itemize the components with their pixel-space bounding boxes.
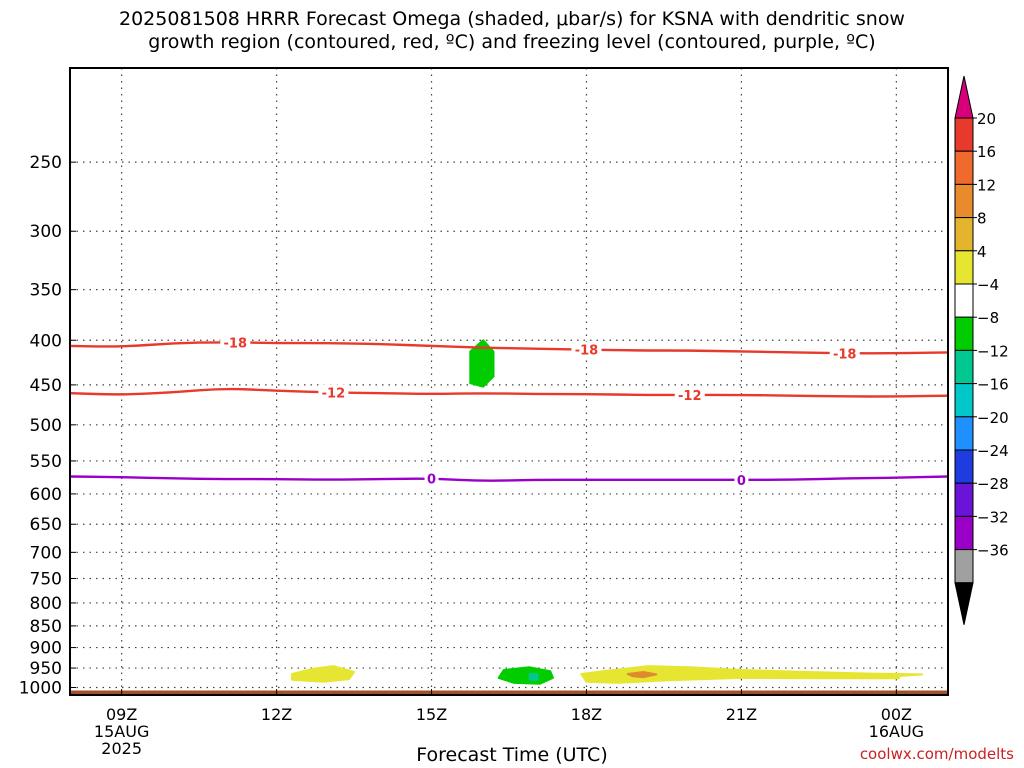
- y-axis: 2503003504004505005506006507007508008509…: [19, 153, 76, 698]
- colorbar-segment: [954, 383, 974, 418]
- y-tick-label: 450: [30, 376, 62, 396]
- colorbar-label: −20: [977, 409, 1009, 427]
- colorbar-bottom-arrow: [954, 582, 974, 625]
- contour-label: 0: [427, 472, 436, 487]
- y-tick-label: 650: [30, 515, 62, 535]
- contour-line: [69, 475, 949, 482]
- contour-line: [69, 341, 949, 355]
- colorbar-segment: [954, 449, 974, 484]
- omega-area: [580, 665, 924, 684]
- plot-frame: [69, 67, 949, 696]
- colorbar-segment: [954, 416, 974, 451]
- grid-layer: [70, 68, 948, 695]
- colorbar-label: −16: [977, 376, 1009, 394]
- colorbar-segment: [954, 150, 974, 185]
- colorbar-label: −24: [977, 442, 1009, 460]
- contour-label: -12: [322, 386, 346, 401]
- colorbar-segment: [954, 117, 974, 152]
- colorbar-label: 20: [977, 110, 996, 128]
- omega-area: [291, 665, 356, 683]
- y-tick-label: 1000: [19, 678, 62, 698]
- x-tick-label: 09Z: [106, 705, 137, 724]
- colorbar-label: −28: [977, 475, 1009, 493]
- y-tick-label: 850: [30, 617, 62, 637]
- colorbar-label: 8: [977, 210, 987, 228]
- contour-label: 0: [737, 474, 746, 489]
- surface-layer: [70, 690, 948, 695]
- colorbar-label: −36: [977, 542, 1009, 560]
- y-tick-label: 250: [30, 153, 62, 173]
- x-tick-label: 18Z: [571, 705, 602, 724]
- y-tick-label: 900: [30, 639, 62, 659]
- colorbar-top-arrow: [954, 75, 974, 119]
- y-tick-label: 950: [30, 659, 62, 679]
- y-tick-label: 800: [30, 594, 62, 614]
- colorbar-segment: [954, 349, 974, 385]
- x-tick-date-label: 15AUG: [94, 722, 149, 741]
- omega-area: [626, 671, 658, 679]
- contour-line: [69, 387, 949, 398]
- colorbar-segment: [954, 515, 974, 551]
- contour-label-bg: [220, 334, 251, 351]
- y-tick-label: 600: [30, 485, 62, 505]
- omega-shading-layer: [291, 339, 924, 685]
- y-tick-label: 750: [30, 569, 62, 589]
- colorbar-label: 4: [977, 243, 987, 261]
- x-tick-label: 15Z: [416, 705, 447, 724]
- colorbar-segment: [954, 549, 974, 584]
- contour-label-bg: [829, 345, 860, 362]
- y-tick-label: 700: [30, 543, 62, 563]
- colorbar-label: 12: [977, 176, 996, 194]
- colorbar-segment: [954, 482, 974, 517]
- x-tick-date-label: 16AUG: [869, 722, 924, 741]
- y-tick-label: 350: [30, 281, 62, 301]
- credit-text: coolwx.com/modelts: [859, 745, 1014, 763]
- y-tick-label: 300: [30, 222, 62, 242]
- colorbar-label: −32: [977, 508, 1009, 526]
- chart-title: 2025081508 HRRR Forecast Omega (shaded, …: [119, 8, 905, 53]
- colorbar: 20 16 12 8 4 −4 −8 −12 −16 −20 −24 −28 −32 −36: [954, 75, 1009, 625]
- colorbar-label: −12: [977, 342, 1009, 360]
- x-tick-label: 00Z: [881, 705, 912, 724]
- plot-area: [70, 68, 948, 695]
- contour-label: -18: [224, 336, 248, 351]
- contour-label-bg: [424, 470, 439, 487]
- contour-label-bg: [571, 341, 602, 358]
- colorbar-segment: [954, 316, 974, 351]
- ground-surface: [70, 690, 948, 695]
- contour-label: -18: [575, 344, 599, 359]
- x-axis-label: Forecast Time (UTC): [416, 744, 608, 766]
- colorbar-label: −8: [977, 309, 999, 327]
- contour-label: -12: [678, 389, 702, 404]
- contour-layer: -18 -18 -18 -12 -12 0 0: [69, 334, 949, 489]
- y-tick-label: 400: [30, 331, 62, 351]
- y-tick-label: 500: [30, 416, 62, 436]
- contour-label: -18: [833, 347, 857, 362]
- colorbar-segment: [954, 283, 974, 318]
- x-tick-label: 12Z: [261, 705, 292, 724]
- contour-label-bg: [674, 386, 705, 403]
- y-tick-label: 550: [30, 452, 62, 472]
- colorbar-segment: [954, 250, 974, 285]
- colorbar-label: 16: [977, 143, 996, 161]
- x-tick-year-label: 2025: [101, 739, 142, 758]
- colorbar-segment: [954, 217, 974, 252]
- colorbar-label: −4: [977, 276, 999, 294]
- colorbar-segment: [954, 183, 974, 219]
- omega-area: [528, 673, 539, 681]
- omega-area: [497, 666, 554, 685]
- omega-area: [469, 339, 495, 388]
- contour-label-bg: [318, 384, 349, 401]
- x-tick-label: 21Z: [726, 705, 757, 724]
- contour-label-bg: [734, 471, 749, 488]
